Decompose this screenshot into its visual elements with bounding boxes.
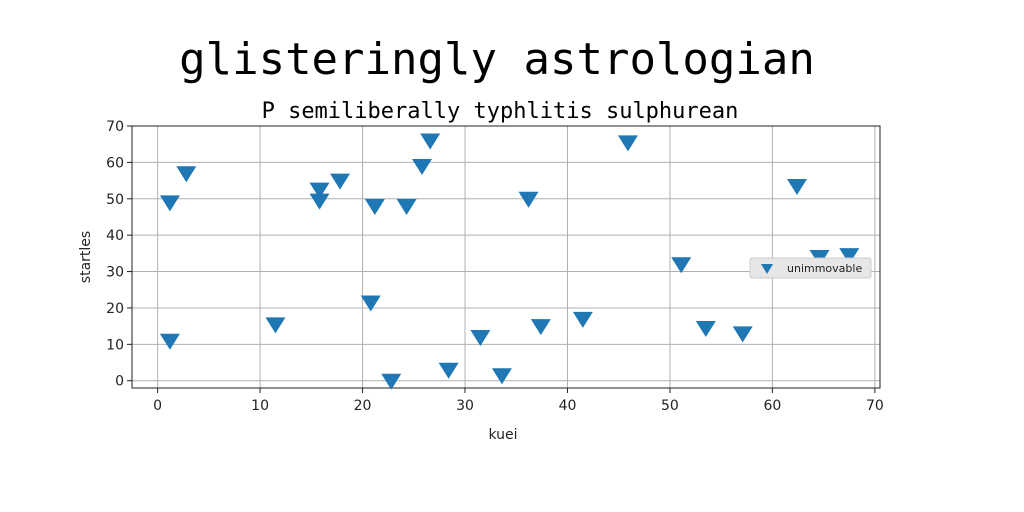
data-point-marker	[530, 319, 551, 336]
data-point-marker	[572, 311, 593, 328]
x-tick-label: 40	[559, 398, 577, 414]
x-tick-label: 10	[251, 398, 269, 414]
plot-frame	[131, 125, 881, 389]
x-tick-label: 70	[866, 398, 884, 414]
y-axis-label: startles	[78, 231, 94, 283]
y-tick-label: 10	[106, 337, 124, 353]
data-point-marker	[265, 317, 286, 334]
data-point-marker	[491, 368, 512, 385]
data-point-marker	[411, 159, 432, 176]
data-point-marker	[518, 191, 539, 208]
y-tick-label: 50	[106, 192, 124, 208]
y-tick-label: 20	[106, 301, 124, 317]
y-tick-label: 0	[115, 374, 124, 390]
data-points	[159, 133, 860, 390]
data-point-marker	[671, 257, 692, 274]
legend: unimmovable	[749, 257, 872, 279]
legend-marker-icon	[761, 264, 773, 274]
data-point-marker	[396, 199, 417, 216]
legend-box	[749, 257, 872, 279]
x-tick-label: 20	[354, 398, 372, 414]
data-point-marker	[617, 135, 638, 152]
data-point-marker	[732, 326, 753, 343]
grid-lines	[132, 125, 880, 388]
y-tick-label: 40	[106, 228, 124, 244]
data-point-marker	[695, 320, 716, 337]
y-tick-label: 30	[106, 265, 124, 281]
x-axis-label: kuei	[488, 427, 517, 443]
data-point-marker	[159, 333, 180, 350]
data-point-marker	[381, 373, 402, 390]
data-point-marker	[438, 362, 459, 379]
data-point-marker	[839, 248, 860, 265]
data-point-marker	[309, 182, 330, 199]
data-point-marker	[420, 133, 441, 150]
x-tick-label: 30	[456, 398, 474, 414]
y-tick-label: 60	[106, 155, 124, 171]
data-point-marker	[176, 166, 197, 183]
legend-label: unimmovable	[787, 262, 862, 275]
data-point-marker	[330, 173, 351, 190]
x-tick-label: 60	[763, 398, 781, 414]
chart-subtitle: P semiliberally typhlitis sulphurean	[262, 99, 739, 124]
x-axis-ticks: 0 10 20 30 40 50 60 70	[153, 388, 884, 414]
y-axis-ticks: 0 10 20 30 40 50 60 70	[106, 119, 132, 390]
data-point-marker	[360, 295, 381, 312]
data-point-marker	[159, 195, 180, 212]
data-point-marker	[309, 193, 330, 210]
data-point-marker	[364, 199, 385, 216]
x-tick-label: 0	[153, 398, 162, 414]
chart-title: glisteringly astrologian	[179, 34, 815, 85]
data-point-marker	[787, 179, 808, 196]
plot-area: 0 10 20 30 40 50 60 70 0 10 20 30 40 50 60 70	[106, 119, 884, 414]
data-point-marker	[470, 330, 491, 347]
y-tick-label: 70	[106, 119, 124, 135]
x-tick-label: 50	[661, 398, 679, 414]
